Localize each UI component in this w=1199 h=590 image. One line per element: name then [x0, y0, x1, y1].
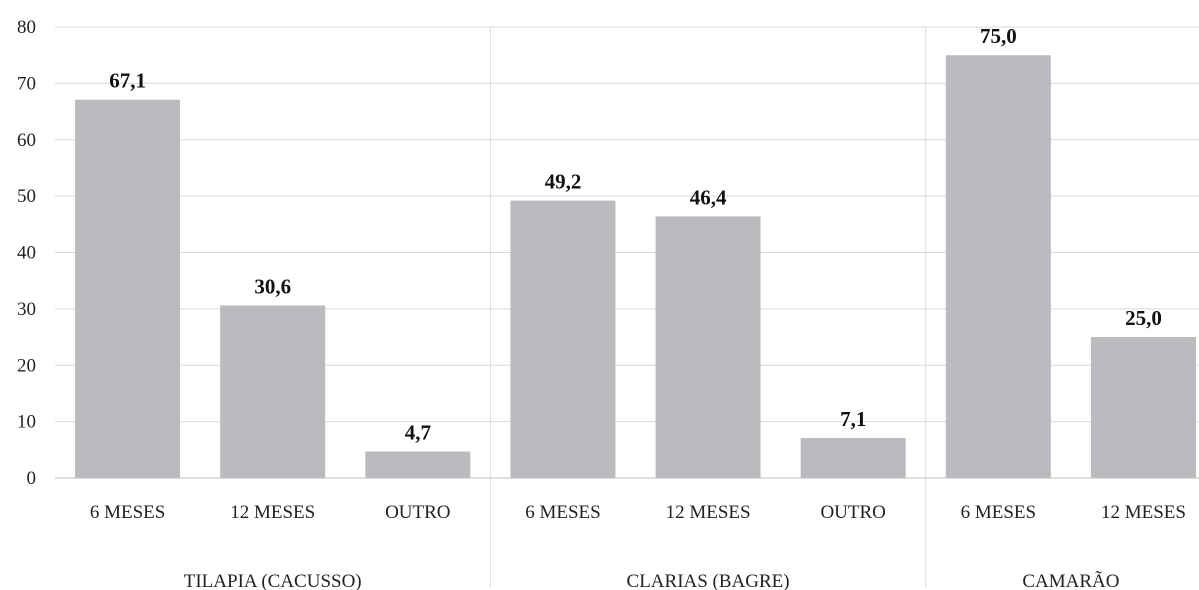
data-label: 67,1 — [109, 69, 146, 93]
data-label: 46,4 — [690, 185, 727, 209]
group-label: CLARIAS (BAGRE) — [627, 571, 790, 590]
category-label: OUTRO — [385, 502, 450, 523]
group-labels: TILAPIA (CACUSSO) CLARIAS (BAGRE) CAMARÃO — [184, 570, 1120, 590]
bar — [655, 216, 761, 479]
bars — [75, 55, 1196, 479]
category-label: 12 MESES — [666, 502, 751, 523]
y-tick-label: 20 — [17, 355, 36, 376]
group-label: TILAPIA (CACUSSO) — [184, 571, 362, 590]
y-tick-label: 0 — [27, 468, 37, 489]
category-label: 6 MESES — [525, 502, 601, 523]
y-axis: 0 10 20 30 40 50 60 70 80 — [17, 17, 36, 489]
category-label: 12 MESES — [1101, 502, 1186, 523]
y-tick-label: 70 — [17, 73, 36, 94]
y-tick-label: 50 — [17, 186, 36, 207]
y-tick-label: 10 — [17, 412, 36, 433]
y-tick-label: 80 — [17, 17, 36, 38]
category-label: OUTRO — [820, 502, 885, 523]
category-label: 6 MESES — [90, 502, 166, 523]
data-label: 25,0 — [1125, 306, 1162, 330]
y-tick-label: 40 — [17, 243, 36, 264]
data-label: 30,6 — [254, 274, 291, 298]
category-label: 12 MESES — [230, 502, 315, 523]
bar — [945, 55, 1051, 478]
data-label: 7,1 — [840, 407, 866, 431]
bar — [510, 200, 616, 478]
group-separators — [489, 27, 927, 588]
bar — [800, 437, 906, 478]
data-label: 75,0 — [980, 24, 1017, 48]
y-tick-label: 30 — [17, 299, 36, 320]
bar — [220, 305, 326, 478]
bar — [1090, 337, 1196, 478]
category-label: 6 MESES — [961, 502, 1037, 523]
data-label: 49,2 — [545, 170, 582, 194]
bar — [365, 451, 471, 478]
group-label: CAMARÃO — [1022, 570, 1119, 590]
bar — [75, 99, 181, 478]
data-labels: 67,1 30,6 4,7 49,2 46,4 7,1 75,0 25,0 — [109, 24, 1162, 444]
y-tick-label: 60 — [17, 130, 36, 151]
category-labels: 6 MESES 12 MESES OUTRO 6 MESES 12 MESES OUTRO… — [90, 502, 1186, 523]
data-label: 4,7 — [405, 421, 431, 445]
